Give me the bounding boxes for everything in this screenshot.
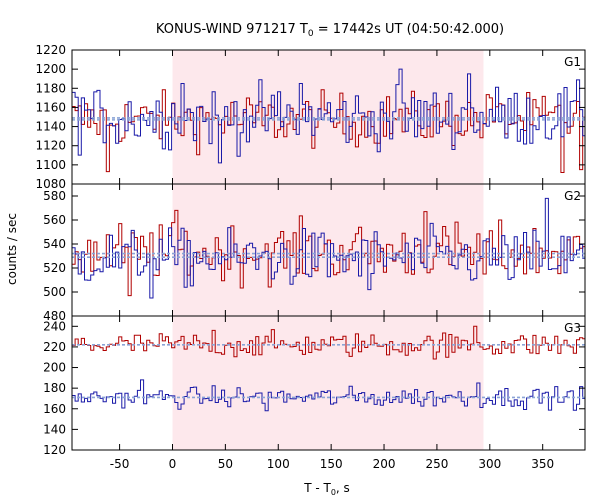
panel-g3: 120 140 160 180 200 220 240 G3 bbox=[43, 315, 586, 457]
light-curve-g3-red bbox=[72, 325, 585, 360]
y-tick-label: 220 bbox=[43, 340, 66, 354]
light-curve-g1-blue bbox=[72, 68, 585, 164]
x-tick-label: 100 bbox=[267, 457, 290, 471]
y-tick-label: 1220 bbox=[35, 43, 66, 57]
y-tick-label: 180 bbox=[43, 381, 66, 395]
y-tick-label: 1200 bbox=[35, 62, 66, 76]
y-axis-label: counts / sec bbox=[5, 213, 19, 285]
y-tick-label: 540 bbox=[43, 237, 66, 251]
y-tick-label: 560 bbox=[43, 213, 66, 227]
panel-label: G1 bbox=[564, 55, 581, 69]
light-curve-g2-red bbox=[72, 209, 585, 297]
y-tick-label: 1140 bbox=[35, 120, 66, 134]
x-tick-label: 50 bbox=[218, 457, 233, 471]
y-tick-label: 500 bbox=[43, 285, 66, 299]
x-tick-label: 150 bbox=[320, 457, 343, 471]
chart-title: KONUS-WIND 971217 T0 = 17442s UT (04:50:… bbox=[156, 22, 504, 39]
y-tick-label: 1180 bbox=[35, 81, 66, 95]
panel-label: G2 bbox=[564, 189, 581, 203]
y-tick-label: 160 bbox=[43, 402, 66, 416]
x-axis-label: T - T0, s bbox=[303, 481, 350, 497]
plot-area: 10801100112011401160118012001220G1480500… bbox=[35, 43, 586, 471]
y-tick-label: 200 bbox=[43, 361, 66, 375]
panel-g2: 480 500 520 540 560 580 G2 bbox=[43, 183, 586, 323]
light-curve-g1-red bbox=[72, 89, 585, 173]
light-curve-g3-blue bbox=[72, 379, 585, 412]
y-tick-label: 240 bbox=[43, 319, 66, 333]
y-tick-label: 1160 bbox=[35, 100, 66, 114]
x-tick-label: 350 bbox=[531, 457, 554, 471]
panel-frame bbox=[71, 315, 586, 451]
y-tick-label: 140 bbox=[43, 422, 66, 436]
x-tick-label: 250 bbox=[425, 457, 448, 471]
panel-label: G3 bbox=[564, 321, 581, 335]
x-tick-label: 300 bbox=[478, 457, 501, 471]
y-tick-label: 120 bbox=[43, 443, 66, 457]
y-tick-label: 1100 bbox=[35, 158, 66, 172]
y-tick-label: 480 bbox=[43, 309, 66, 323]
source-interval-shade bbox=[172, 316, 484, 450]
source-interval-shade bbox=[172, 184, 484, 316]
source-interval-shade bbox=[172, 50, 484, 184]
x-tick-label: 0 bbox=[169, 457, 177, 471]
y-tick-label: 580 bbox=[43, 189, 66, 203]
y-tick-label: 1080 bbox=[35, 177, 66, 191]
x-tick-label: 200 bbox=[373, 457, 396, 471]
y-tick-label: 520 bbox=[43, 261, 66, 275]
x-tick-label: -50 bbox=[110, 457, 130, 471]
y-tick-label: 1120 bbox=[35, 139, 66, 153]
